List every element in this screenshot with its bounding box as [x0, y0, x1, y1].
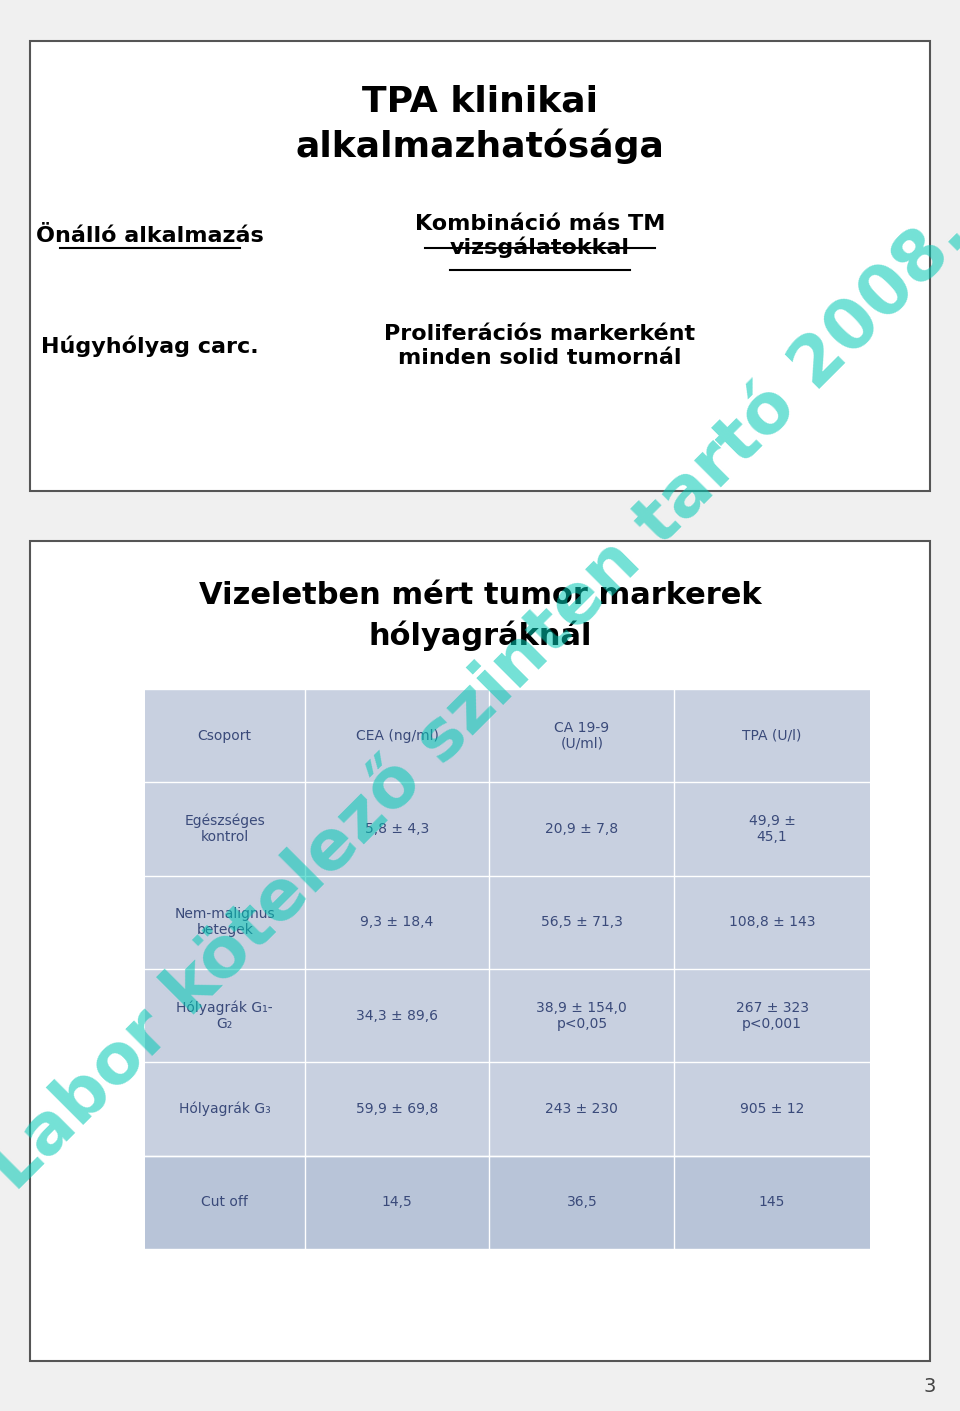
Text: Csoport: Csoport [198, 728, 252, 742]
Text: 56,5 ± 71,3: 56,5 ± 71,3 [540, 916, 623, 930]
Text: CA 19-9
(U/ml): CA 19-9 (U/ml) [554, 721, 610, 751]
Text: Nem-malignus
betegek: Nem-malignus betegek [175, 907, 276, 937]
Text: 38,9 ± 154,0
p<0,05: 38,9 ± 154,0 p<0,05 [537, 1000, 627, 1031]
Text: hólyagráknál: hólyagráknál [369, 621, 591, 652]
Text: Egészséges
kontrol: Egészséges kontrol [184, 814, 265, 844]
Text: Proliferációs markerként
minden solid tumornál: Proliferációs markerként minden solid tu… [384, 325, 696, 368]
Text: TPA klinikai: TPA klinikai [362, 85, 598, 119]
Text: Kombináció más TM
vizsgálatokkal: Kombináció más TM vizsgálatokkal [415, 213, 665, 258]
Text: 59,9 ± 69,8: 59,9 ± 69,8 [356, 1102, 438, 1116]
Text: 145: 145 [759, 1195, 785, 1209]
Text: 5,8 ± 4,3: 5,8 ± 4,3 [365, 823, 429, 835]
Text: 3: 3 [924, 1377, 936, 1395]
Text: 108,8 ± 143: 108,8 ± 143 [729, 916, 815, 930]
Text: Cut off: Cut off [202, 1195, 249, 1209]
Text: 9,3 ± 18,4: 9,3 ± 18,4 [360, 916, 434, 930]
Text: Vizeletben mért tumor markerek: Vizeletben mért tumor markerek [199, 581, 761, 611]
Text: 20,9 ± 7,8: 20,9 ± 7,8 [545, 823, 618, 835]
Text: CEA (ng/ml): CEA (ng/ml) [355, 728, 439, 742]
FancyBboxPatch shape [145, 1156, 870, 1249]
Text: 243 ± 230: 243 ± 230 [545, 1102, 618, 1116]
FancyBboxPatch shape [145, 689, 870, 1249]
Text: alkalmazhatósága: alkalmazhatósága [296, 128, 664, 164]
Text: Labor kötelező szinten tartó 2008.: Labor kötelező szinten tartó 2008. [0, 199, 960, 1204]
Text: 14,5: 14,5 [381, 1195, 412, 1209]
Text: Önálló alkalmazás: Önálló alkalmazás [36, 226, 264, 246]
Text: Hólyagrák G₁-
G₂: Hólyagrák G₁- G₂ [177, 1000, 273, 1031]
Text: 34,3 ± 89,6: 34,3 ± 89,6 [356, 1009, 438, 1023]
Text: 36,5: 36,5 [566, 1195, 597, 1209]
Text: TPA (U/l): TPA (U/l) [742, 728, 802, 742]
Text: Hólyagrák G₃: Hólyagrák G₃ [179, 1102, 271, 1116]
Text: 267 ± 323
p<0,001: 267 ± 323 p<0,001 [735, 1000, 808, 1031]
FancyBboxPatch shape [30, 41, 930, 491]
FancyBboxPatch shape [30, 540, 930, 1362]
Text: 905 ± 12: 905 ± 12 [740, 1102, 804, 1116]
Text: 49,9 ±
45,1: 49,9 ± 45,1 [749, 814, 796, 844]
Text: Húgyhólyag carc.: Húgyhólyag carc. [41, 336, 259, 357]
